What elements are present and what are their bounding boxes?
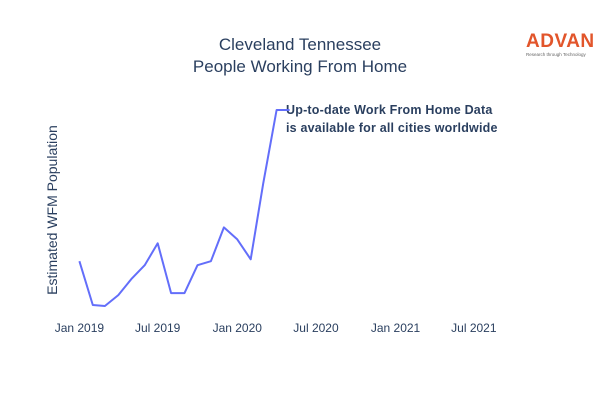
annotation-line-2: is available for all cities worldwide <box>286 121 498 135</box>
x-tick-label: Jan 2020 <box>213 321 263 335</box>
x-tick-label: Jul 2021 <box>451 321 497 335</box>
advan-logo: ADVAN Research through Technology <box>526 32 596 58</box>
x-tick-label: Jul 2019 <box>135 321 181 335</box>
x-tick-text: Jan 2020 <box>213 321 263 335</box>
x-tick-label: Jul 2020 <box>293 321 339 335</box>
chart-title-line-2: People Working From Home <box>192 57 408 76</box>
logo-tagline: Research through Technology <box>526 52 586 57</box>
logo-wordmark: ADVAN <box>526 31 595 52</box>
x-tick-text: Jul 2021 <box>451 321 497 335</box>
annotation-line-1: Up-to-date Work From Home Data <box>286 103 493 117</box>
x-tick-text: Jul 2019 <box>135 321 181 335</box>
x-tick-text: Jan 2019 <box>55 321 105 335</box>
x-tick-text: Jul 2020 <box>293 321 339 335</box>
x-tick-text: Jan 2021 <box>371 321 421 335</box>
x-tick-label: Jan 2021 <box>371 321 421 335</box>
chart-annotation: Up-to-date Work From Home Data is availa… <box>286 101 498 137</box>
chart-title-line-1: Cleveland Tennessee <box>218 35 382 54</box>
chart-title: Cleveland Tennessee People Working From … <box>0 34 600 78</box>
x-axis-ticks: Jan 2019 Jul 2019 Jan 2020 Jul 2020 Jan 2021… <box>55 321 497 335</box>
series-group <box>78 109 290 307</box>
x-tick-label: Jan 2019 <box>55 321 105 335</box>
series-line <box>78 109 290 307</box>
